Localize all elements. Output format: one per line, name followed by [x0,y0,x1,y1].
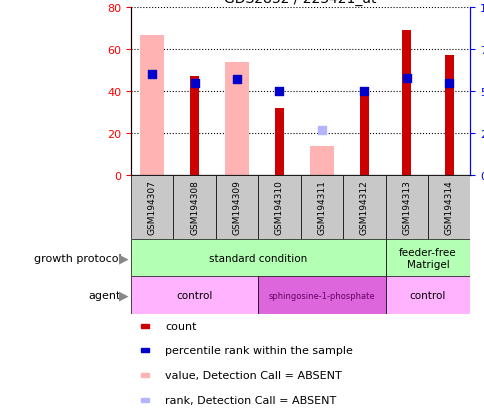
Text: GSM194308: GSM194308 [190,180,199,235]
Bar [140,36,164,176]
Bar [385,176,427,240]
Bar [131,176,173,240]
Bar [359,90,368,176]
Bar [131,277,257,314]
Bar [401,31,410,176]
Bar [257,176,300,240]
Bar [310,146,333,176]
Point [318,127,325,134]
Bar [141,373,149,377]
Point [233,77,241,83]
Bar [131,240,385,277]
Text: GSM194310: GSM194310 [274,180,284,235]
Text: control: control [409,290,445,300]
Bar [385,277,469,314]
Text: control: control [176,290,212,300]
Text: GSM194309: GSM194309 [232,180,241,235]
Bar [385,240,469,277]
Bar [173,176,215,240]
Point [148,72,156,78]
Text: GSM194313: GSM194313 [401,180,410,235]
Title: GDS2832 / 223421_at: GDS2832 / 223421_at [224,0,376,6]
Point [444,80,452,87]
Text: GSM194307: GSM194307 [147,180,156,235]
Bar [141,398,149,402]
Text: GSM194312: GSM194312 [359,180,368,235]
Point [275,89,283,95]
Bar [141,349,149,353]
Text: standard condition: standard condition [209,253,307,263]
Bar [274,109,284,176]
Point [360,89,367,95]
Text: value, Detection Call = ABSENT: value, Detection Call = ABSENT [165,370,341,380]
Text: percentile rank within the sample: percentile rank within the sample [165,346,352,356]
Text: agent: agent [89,290,121,300]
Bar [300,176,342,240]
Bar [427,176,469,240]
Bar [141,324,149,328]
Text: feeder-free
Matrigel: feeder-free Matrigel [398,247,456,269]
Bar [257,277,385,314]
Text: GSM194314: GSM194314 [444,180,453,235]
Bar [190,77,199,176]
Text: growth protocol: growth protocol [33,253,121,263]
Bar [444,56,453,176]
Bar [225,63,248,176]
Text: rank, Detection Call = ABSENT: rank, Detection Call = ABSENT [165,395,335,405]
Text: ▶: ▶ [119,252,128,265]
Point [190,80,198,87]
Point [402,75,410,82]
Text: count: count [165,321,196,331]
Text: GSM194311: GSM194311 [317,180,326,235]
Text: sphingosine-1-phosphate: sphingosine-1-phosphate [268,291,375,300]
Text: ▶: ▶ [119,289,128,302]
Bar [342,176,385,240]
Bar [215,176,257,240]
